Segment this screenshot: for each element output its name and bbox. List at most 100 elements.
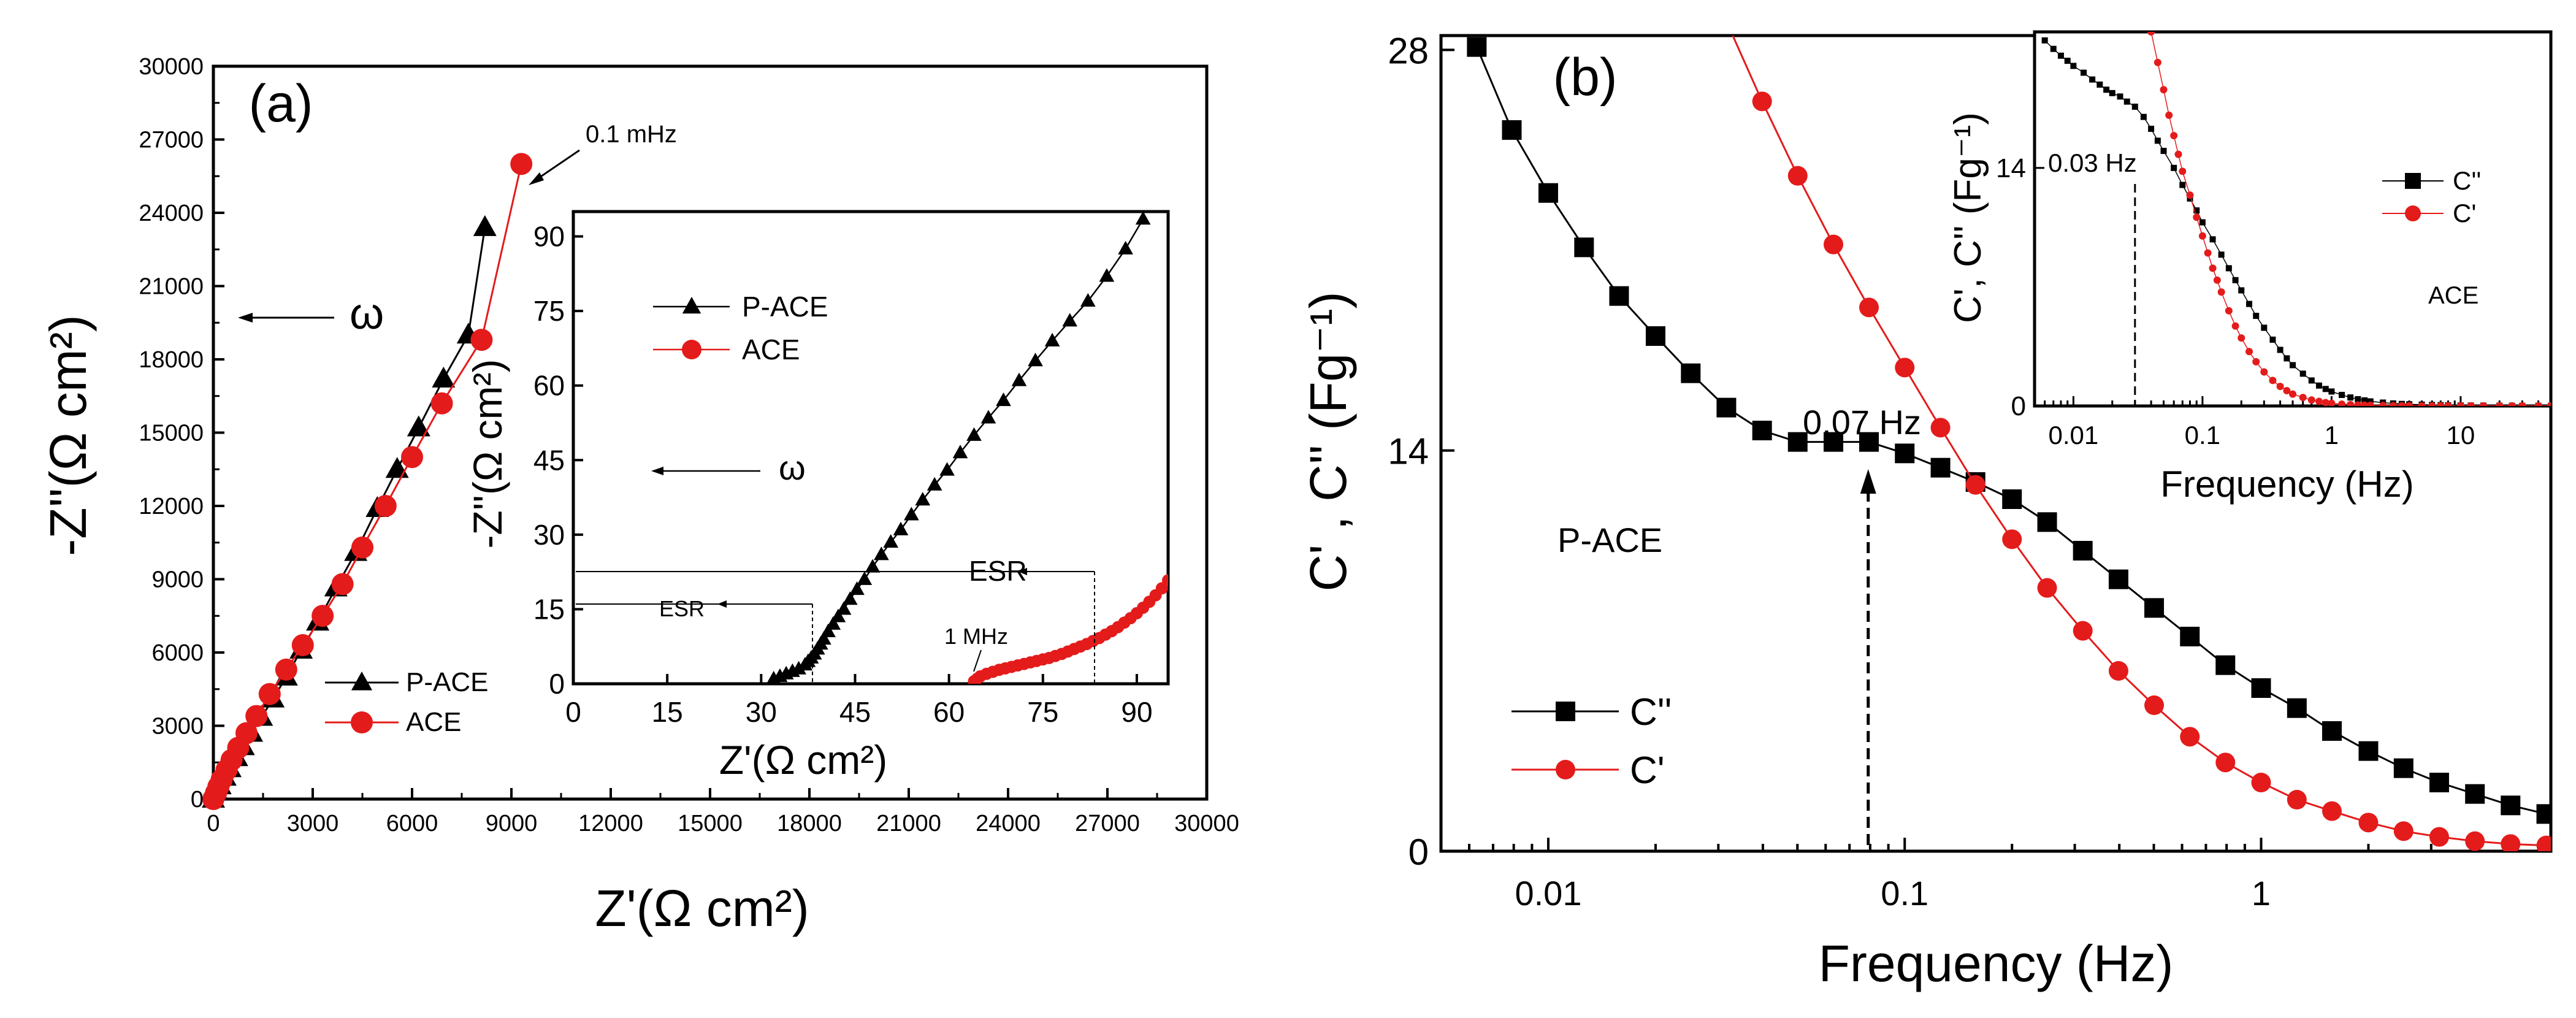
data-series <box>202 32 2551 851</box>
omega-arrow-head <box>238 313 253 323</box>
data-point <box>1930 457 1951 478</box>
data-point <box>2037 512 2057 532</box>
x-tick-label: 90 <box>1121 696 1152 728</box>
data-point <box>2057 52 2064 59</box>
data-point <box>2209 264 2217 272</box>
data-point <box>2322 399 2329 406</box>
data-point <box>473 215 497 236</box>
data-point <box>791 660 806 675</box>
data-point <box>2225 265 2232 272</box>
data-point <box>2180 727 2200 747</box>
freq-label-a: 0.1 mHz <box>586 121 677 148</box>
data-point <box>401 446 423 469</box>
panel-label-a: (a) <box>248 74 313 133</box>
plot-frame-b <box>1439 34 2553 853</box>
peak-arrow <box>1860 469 1876 494</box>
legend-label: C' <box>2453 199 2476 228</box>
data-point <box>2283 387 2291 395</box>
data-point <box>2437 402 2445 406</box>
y-tick-label: 90 <box>533 221 565 253</box>
data-point <box>2277 346 2284 353</box>
data-point <box>2002 529 2022 549</box>
data-point <box>2174 150 2182 158</box>
data-point <box>2050 45 2057 52</box>
data-point <box>2238 287 2245 294</box>
data-point <box>2322 721 2342 741</box>
data-point <box>1965 475 1986 495</box>
freq-pointer-arrow <box>529 172 544 185</box>
data-point <box>2108 569 2128 589</box>
x-tick-label: 10 <box>2447 421 2475 450</box>
data-point <box>2429 773 2449 792</box>
legend-label: C'' <box>1630 691 1672 733</box>
data-point <box>2246 300 2253 307</box>
data-point <box>874 546 889 561</box>
y-tick-label: 0 <box>2011 391 2026 421</box>
data-point <box>2284 355 2290 362</box>
x-tick-label: 0.01 <box>2048 421 2098 450</box>
data-point <box>2393 821 2414 841</box>
data-point <box>2041 37 2048 44</box>
data-point <box>2456 402 2464 406</box>
data-point <box>857 571 873 585</box>
x-tick-label: 15000 <box>678 811 743 836</box>
legend-label: ACE <box>742 334 800 365</box>
x-tick-label: 1 <box>2325 421 2339 450</box>
data-point <box>2290 362 2296 369</box>
data-point <box>311 605 334 627</box>
series-b_inset-cp <box>2147 32 2551 406</box>
data-point <box>374 495 397 517</box>
x-axis-title-a: Z'(Ω cm²) <box>595 879 809 937</box>
data-point <box>2308 377 2315 384</box>
legend-marker <box>351 711 373 733</box>
data-point <box>2418 402 2426 406</box>
data-point <box>2367 398 2374 405</box>
data-point <box>1787 166 1808 186</box>
y-axis-title-b: C' , C'' (Fg⁻¹) <box>1299 291 1357 591</box>
data-point <box>2465 784 2485 804</box>
data-point <box>2225 307 2233 315</box>
data-point <box>2508 402 2516 406</box>
x-axis-title-a-inset: Z'(Ω cm²) <box>719 737 888 783</box>
x-tick-label: 0 <box>565 696 581 728</box>
data-point <box>2131 104 2138 110</box>
legend-marker <box>351 672 373 691</box>
data-point <box>2193 213 2201 221</box>
data-point <box>2276 383 2284 391</box>
legend-marker <box>2405 205 2421 221</box>
data-point <box>1895 443 1915 464</box>
data-point <box>2501 834 2521 851</box>
x-tick-label: 1 <box>2252 874 2271 913</box>
data-point <box>1823 234 1843 255</box>
data-point <box>2315 397 2323 405</box>
data-point <box>2154 137 2161 144</box>
data-point <box>2199 219 2206 226</box>
data-point <box>2171 164 2177 171</box>
legend-marker <box>1556 702 1575 721</box>
data-point <box>2144 695 2165 715</box>
data-point <box>2444 402 2452 406</box>
data-point <box>1080 293 1096 307</box>
data-point <box>2393 758 2414 778</box>
data-point <box>2217 288 2225 296</box>
data-point <box>2252 358 2260 365</box>
y-axis-title-a-inset: -Z''(Ω cm²) <box>465 359 510 548</box>
data-point <box>2215 752 2236 773</box>
legend-marker <box>2405 173 2421 189</box>
data-point <box>2261 324 2268 331</box>
data-point <box>1135 212 1151 225</box>
data-point <box>927 476 942 491</box>
series-b_main-cpp <box>1467 37 2551 824</box>
data-point <box>2406 402 2414 406</box>
data-point <box>2358 741 2379 761</box>
esr-label-2: ESR <box>969 555 1027 587</box>
data-point <box>275 658 297 681</box>
data-point <box>2148 126 2155 132</box>
annotations: 0.1 mHz ω P-ACE ACE P-ACE ACE ω ESR ESR 1 MHz 0.07… <box>238 121 2481 851</box>
data-point <box>2204 249 2212 257</box>
y-tick-label: 0 <box>191 787 204 813</box>
data-point <box>1062 313 1078 327</box>
data-point <box>2496 402 2504 406</box>
data-point <box>2361 401 2369 406</box>
y-tick-label: 30000 <box>139 54 204 80</box>
